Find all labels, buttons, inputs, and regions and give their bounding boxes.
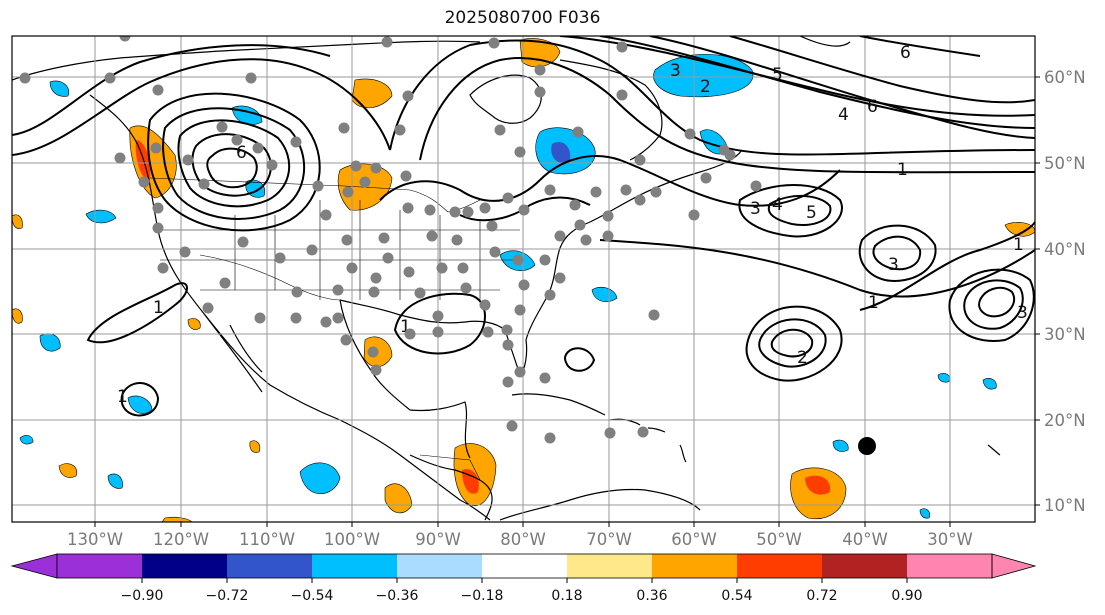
contour-label: 3 — [750, 199, 761, 219]
lon-label: 100°W — [324, 530, 380, 549]
lat-label: 10°N — [1044, 496, 1086, 515]
lon-label: 90°W — [415, 530, 461, 549]
colorbar-tick-label: −0.36 — [376, 588, 419, 604]
map-panel: 1 1 1 1 1 1 2 2 3 3 3 3 4 4 5 6 6 6 5 — [12, 36, 1035, 522]
contour-label: 5 — [772, 65, 783, 85]
storm-marker-icon — [858, 437, 876, 455]
latitude-labels: 60°N 50°N 40°N 30°N 20°N 10°N — [1044, 68, 1086, 515]
contour-label: 3 — [670, 61, 681, 81]
colorbar-extend-low — [10, 553, 58, 579]
lon-label: 130°W — [67, 530, 123, 549]
contour-label: 6 — [900, 43, 911, 63]
contour-label: 1 — [117, 387, 128, 407]
lon-label: 120°W — [153, 530, 209, 549]
colorbar-segment — [142, 554, 227, 578]
contour-label: 6 — [236, 143, 247, 163]
lat-label: 30°N — [1044, 325, 1086, 344]
lon-label: 80°W — [500, 530, 546, 549]
colorbar-tick-label: −0.72 — [206, 588, 249, 604]
contour-label: 3 — [1017, 303, 1028, 323]
contour-lines — [12, 36, 1035, 417]
graticule — [12, 36, 1035, 522]
lon-label: 110°W — [239, 530, 295, 549]
contour-label: 2 — [700, 77, 711, 97]
colorbar-segment — [822, 554, 907, 578]
colorbar-segment — [737, 554, 822, 578]
contour-label: 1 — [897, 160, 908, 180]
colorbar-segment — [907, 554, 992, 578]
colorbar-tick-label: 0.36 — [636, 588, 667, 604]
lon-label: 50°W — [756, 530, 802, 549]
colorbar-tick-label: 0.18 — [551, 588, 582, 604]
contour-label: 1 — [868, 293, 879, 313]
contour-label: 1 — [1013, 235, 1024, 255]
colorbar-segment — [312, 554, 397, 578]
longitude-labels: 130°W 120°W 110°W 100°W 90°W 80°W 70°W 6… — [67, 530, 973, 549]
colorbar: −0.90 −0.72 −0.54 −0.36 −0.18 0.18 0.36 … — [10, 553, 1037, 604]
contour-label: 2 — [797, 348, 808, 368]
tick-marks — [94, 76, 1040, 527]
contour-label: 3 — [888, 255, 899, 275]
lon-label: 40°W — [842, 530, 888, 549]
map-title: 2025080700 F036 — [444, 8, 601, 28]
colorbar-tick-label: −0.90 — [121, 588, 164, 604]
colorbar-segment — [482, 554, 567, 578]
colorbar-segment — [567, 554, 652, 578]
contour-label-group: 1 1 1 1 1 1 2 2 3 3 3 3 4 4 5 6 6 6 5 — [117, 43, 1028, 407]
anomaly-shading — [12, 38, 1035, 522]
lat-label: 20°N — [1044, 411, 1086, 430]
contour-label: 4 — [772, 195, 783, 215]
colorbar-tick-label: 0.54 — [721, 588, 752, 604]
lon-label: 30°W — [927, 530, 973, 549]
colorbar-segment — [397, 554, 482, 578]
colorbar-tick-label: 0.90 — [891, 588, 922, 604]
contour-label: 4 — [838, 105, 849, 125]
lat-label: 50°N — [1044, 154, 1086, 173]
lat-label: 40°N — [1044, 240, 1086, 259]
colorbar-extend-high — [991, 553, 1037, 579]
contour-label: 1 — [153, 298, 164, 318]
colorbar-tick-label: 0.72 — [806, 588, 837, 604]
station-dots — [19, 36, 762, 444]
contour-label: 5 — [806, 203, 817, 223]
lon-label: 70°W — [586, 530, 632, 549]
lon-label: 60°W — [671, 530, 717, 549]
contour-label: 6 — [867, 97, 878, 117]
lat-label: 60°N — [1044, 68, 1086, 87]
colorbar-segment — [652, 554, 737, 578]
colorbar-tick-label: −0.18 — [461, 588, 504, 604]
coastlines — [12, 36, 1001, 521]
colorbar-tick-label: −0.54 — [291, 588, 334, 604]
colorbar-segment — [57, 554, 142, 578]
colorbar-segment — [227, 554, 312, 578]
contour-label: 1 — [400, 317, 411, 337]
